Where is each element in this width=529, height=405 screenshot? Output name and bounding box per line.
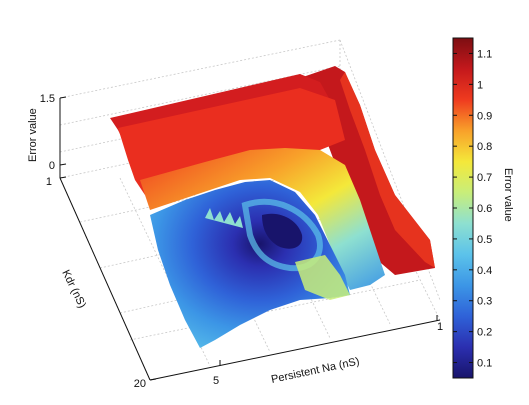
z-tick	[59, 96, 67, 99]
y-tick-label-top: 1	[46, 176, 52, 188]
colorbar-tick-label: 0.1	[477, 358, 492, 370]
surface-shoulder	[295, 255, 350, 300]
surface-spikes	[205, 208, 243, 228]
y-axis-label: Kdr (nS)	[59, 268, 88, 310]
colorbar-tick-label: 0.8	[477, 141, 492, 153]
colorbar-tick-label: 0.2	[477, 327, 492, 339]
colorbar-tick-label: 0.3	[477, 296, 492, 308]
tick-marks	[59, 96, 438, 381]
z-tick-label-bottom: 0	[49, 160, 55, 172]
colorbar-tick-label: 0.6	[477, 203, 492, 215]
surface-ridge	[140, 148, 385, 290]
surface-basin	[150, 180, 350, 348]
tick-labels: 1.5 0 1 20 5 1	[40, 93, 443, 390]
surface-plateau-front	[118, 88, 345, 195]
y-axis-line	[59, 177, 151, 381]
z-tick-label-top: 1.5	[40, 93, 55, 105]
colorbar-tick-label: 1.1	[477, 48, 492, 60]
x-axis-line	[149, 319, 441, 381]
x-tick-label-left: 5	[213, 375, 219, 387]
surface-minimum	[262, 213, 303, 249]
colorbar: 0.1 0.2 0.3 0.4 0.5 0.6 0.7 0.8 0.9 1 1.1 Error va…	[452, 37, 514, 379]
colorbar-tick-label: 0.7	[477, 172, 492, 184]
y-tick	[149, 378, 157, 381]
y-tick-label-bottom: 20	[134, 378, 146, 390]
x-tick-label-right: 1	[437, 321, 443, 333]
colorbar-ticks: 0.1 0.2 0.3 0.4 0.5 0.6 0.7 0.8 0.9 1 1.1	[453, 48, 492, 370]
colorbar-tick-label: 0.9	[477, 110, 492, 122]
z-axis-label: Error value	[27, 108, 39, 162]
colorbar-label: Error value	[502, 168, 514, 222]
y-tick	[59, 176, 67, 179]
error-surface	[110, 66, 435, 348]
z-tick	[59, 163, 67, 166]
x-axis-label: Persistent Na (nS)	[270, 356, 360, 386]
grid-line	[129, 279, 421, 341]
colorbar-tick-label: 0.5	[477, 234, 492, 246]
grid-line	[239, 151, 331, 339]
colorbar-tick-label: 1	[477, 79, 483, 91]
grid-line	[179, 164, 271, 353]
surface-side-wall-shade	[340, 72, 435, 268]
colorbar-tick-label: 0.4	[477, 265, 492, 277]
